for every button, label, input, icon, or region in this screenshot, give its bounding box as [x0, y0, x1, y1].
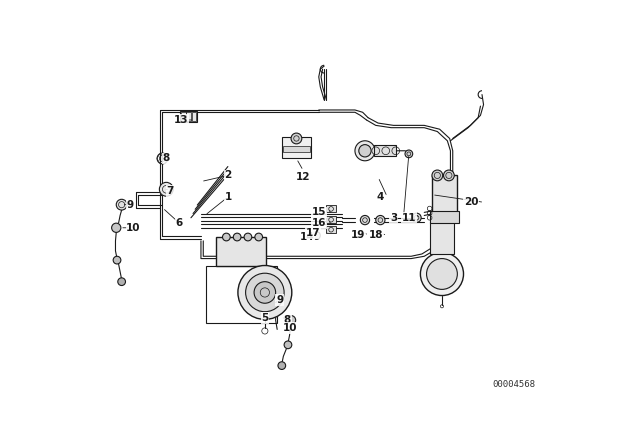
Circle shape	[312, 232, 320, 239]
Circle shape	[360, 215, 369, 225]
Text: 12: 12	[296, 172, 310, 182]
Bar	[186, 112, 191, 121]
Text: 15: 15	[312, 207, 326, 217]
Text: 1: 1	[225, 192, 232, 202]
Bar	[374, 146, 396, 156]
Circle shape	[159, 182, 173, 196]
Text: 3: 3	[390, 213, 397, 223]
Text: 8: 8	[284, 315, 291, 325]
Bar	[216, 237, 266, 266]
Circle shape	[113, 256, 121, 264]
Bar	[282, 137, 311, 159]
Text: 9: 9	[276, 295, 284, 305]
Circle shape	[246, 273, 284, 312]
Text: 5: 5	[261, 313, 269, 323]
Text: 7: 7	[166, 186, 173, 196]
Circle shape	[278, 362, 285, 370]
Circle shape	[244, 233, 252, 241]
Circle shape	[405, 150, 413, 158]
Circle shape	[118, 278, 125, 285]
Bar	[181, 112, 186, 121]
Text: 10: 10	[283, 323, 297, 333]
Bar	[326, 216, 336, 223]
Circle shape	[432, 170, 443, 181]
Text: 00004568: 00004568	[493, 380, 536, 389]
Circle shape	[287, 315, 296, 325]
Text: 19: 19	[351, 230, 365, 241]
Circle shape	[412, 213, 421, 222]
Circle shape	[111, 223, 121, 233]
Circle shape	[355, 141, 375, 161]
Circle shape	[420, 252, 463, 296]
Bar	[284, 146, 310, 152]
Bar	[206, 266, 277, 323]
Circle shape	[234, 233, 241, 241]
Text: 8: 8	[163, 154, 170, 164]
Text: 9: 9	[126, 200, 133, 210]
Bar	[180, 111, 197, 121]
Text: 10: 10	[126, 223, 141, 233]
Circle shape	[271, 300, 280, 310]
Circle shape	[426, 258, 458, 289]
Text: 13: 13	[173, 115, 188, 125]
Circle shape	[254, 282, 276, 303]
Bar	[429, 211, 459, 223]
Circle shape	[444, 170, 454, 181]
Text: 18: 18	[369, 230, 383, 241]
Bar	[432, 176, 456, 212]
Text: 4: 4	[376, 192, 383, 202]
Text: 16: 16	[312, 218, 326, 228]
Circle shape	[238, 266, 292, 319]
Text: 2: 2	[225, 170, 232, 181]
Text: 11: 11	[402, 213, 417, 223]
Text: 6: 6	[175, 218, 183, 228]
Bar	[326, 226, 336, 233]
Circle shape	[359, 145, 371, 157]
Text: 17: 17	[306, 228, 320, 238]
Text: 20: 20	[463, 198, 478, 207]
Circle shape	[284, 341, 292, 349]
Bar	[192, 112, 196, 121]
Circle shape	[223, 233, 230, 241]
Bar	[326, 206, 336, 212]
Circle shape	[376, 215, 385, 225]
Circle shape	[116, 199, 127, 210]
Circle shape	[255, 233, 262, 241]
Bar	[429, 222, 454, 254]
Text: 14: 14	[300, 232, 314, 242]
Circle shape	[291, 133, 302, 144]
